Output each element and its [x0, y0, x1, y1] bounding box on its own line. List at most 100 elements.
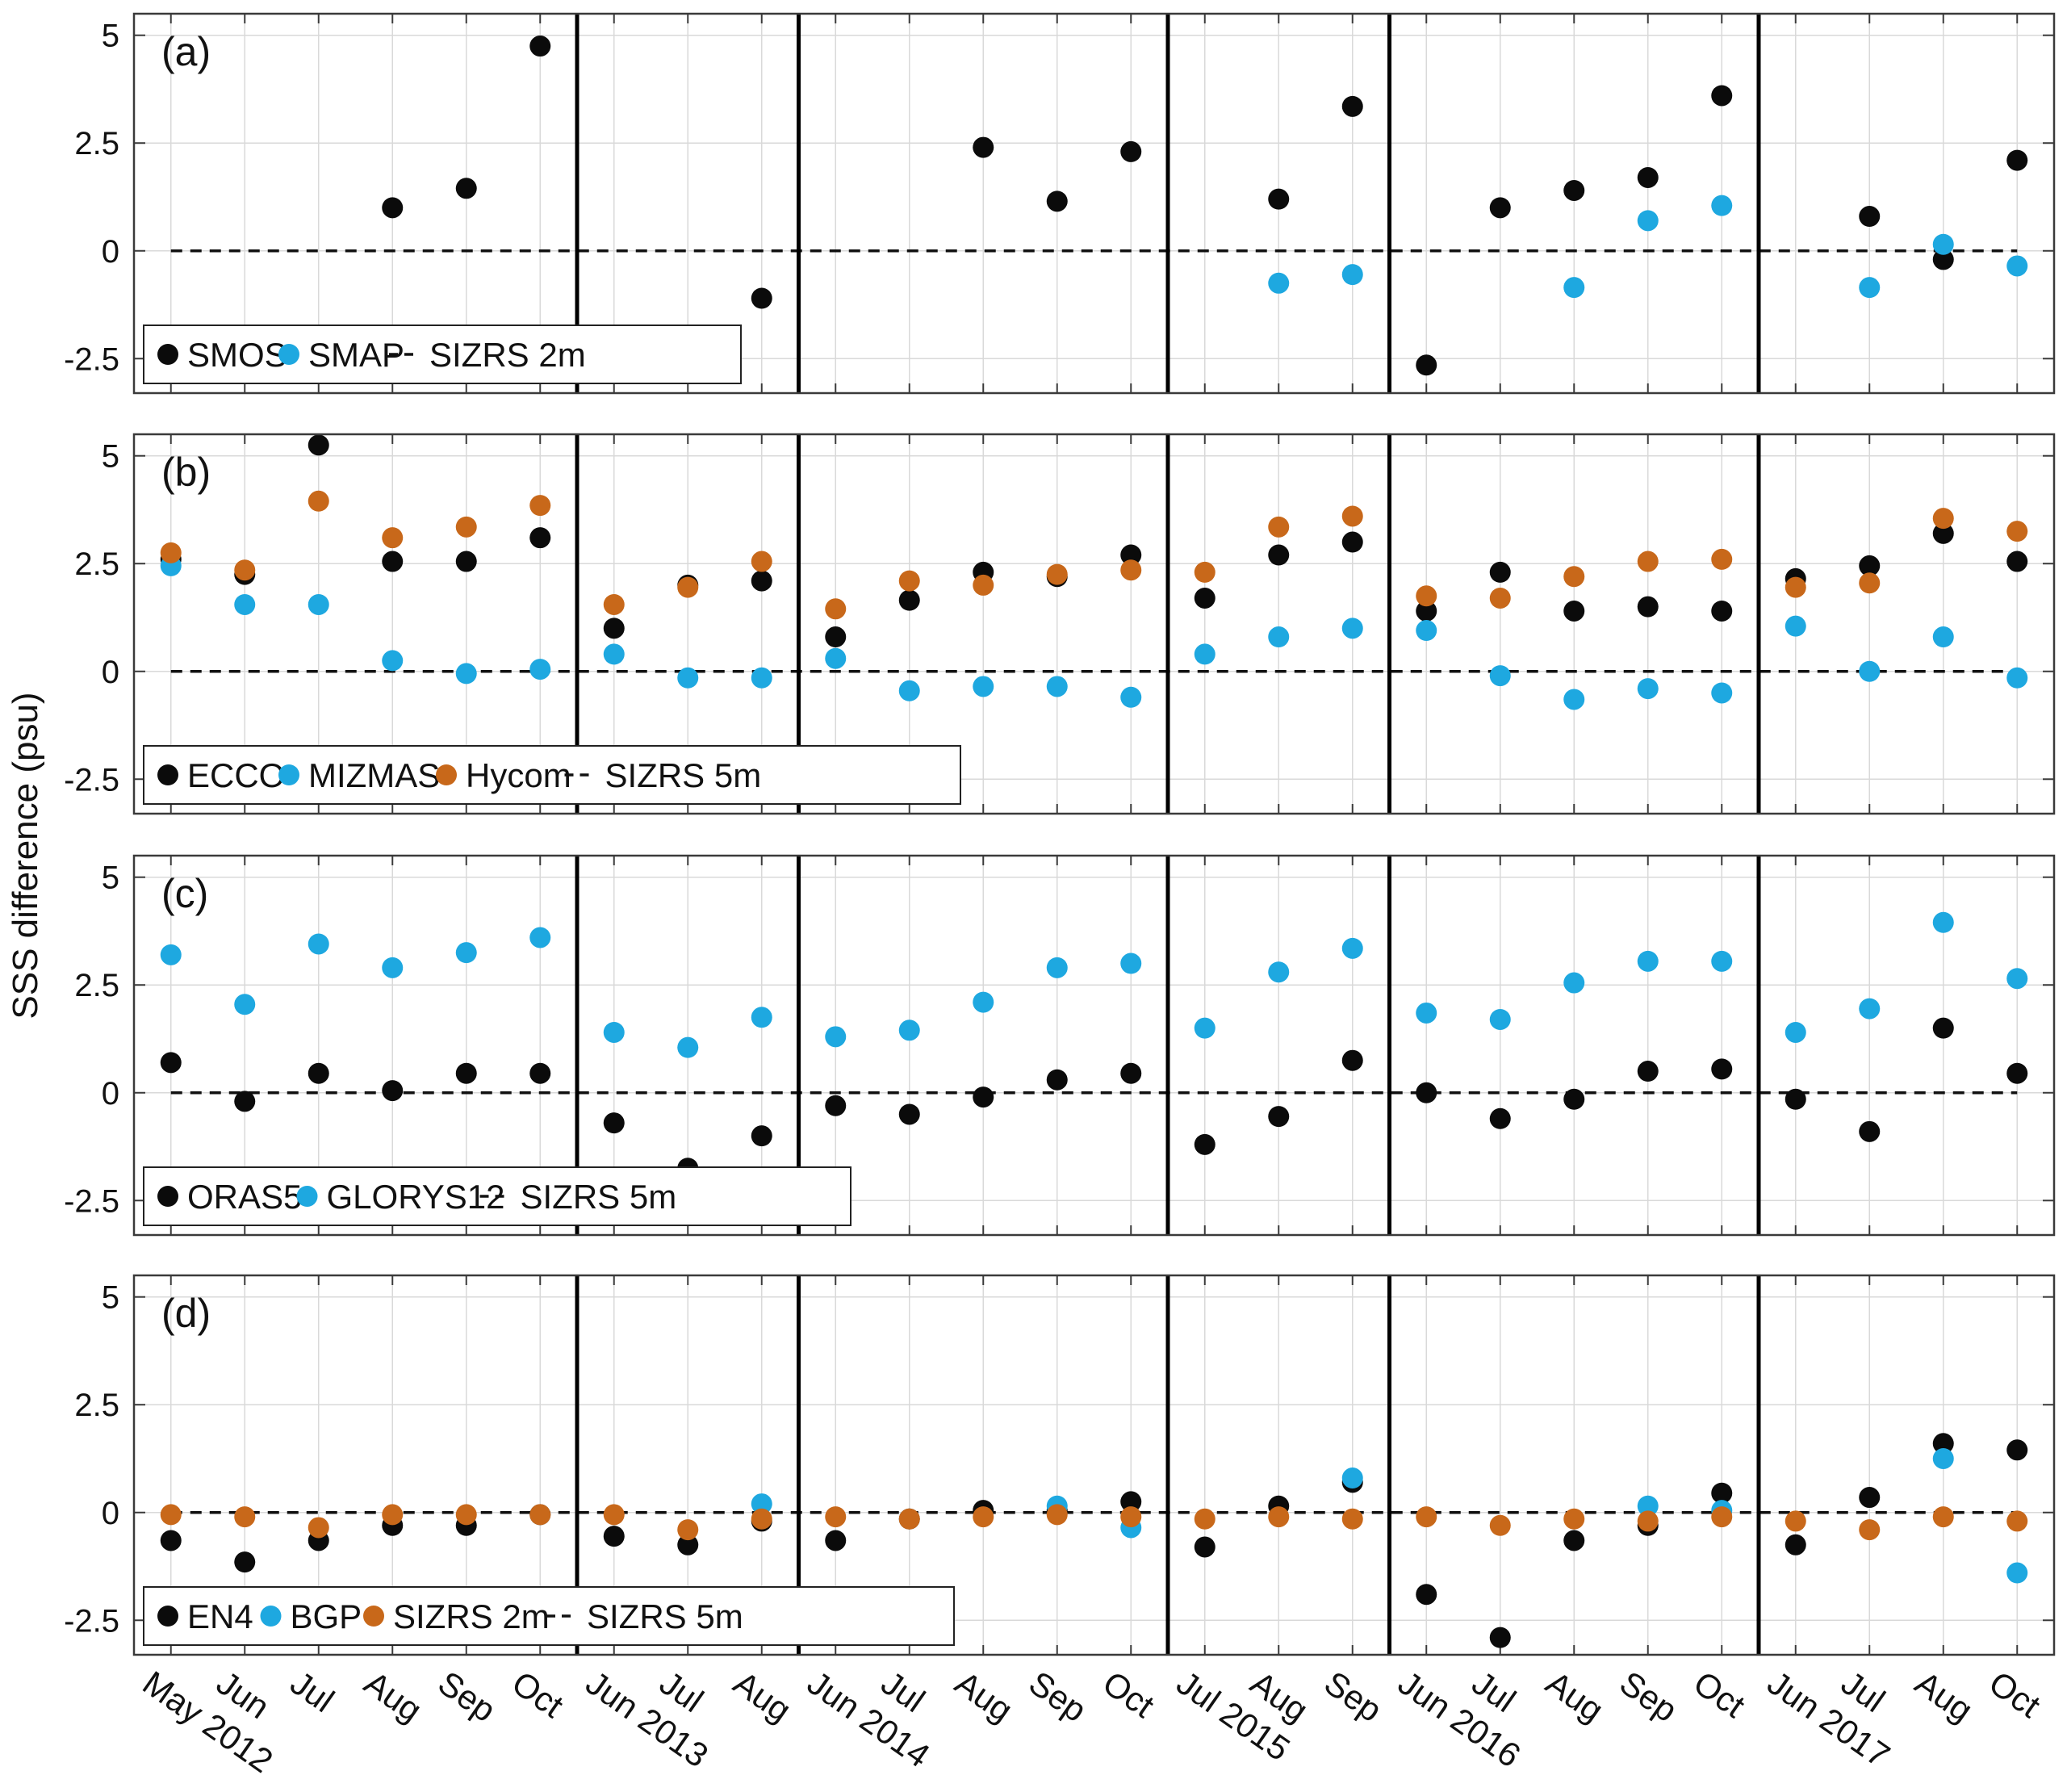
- x-tick-label: Oct: [505, 1664, 571, 1725]
- data-point: [1489, 1107, 1511, 1129]
- data-point: [898, 1508, 920, 1530]
- data-point: [1711, 85, 1733, 107]
- legend: SMOS SMAP SIZRS 2m: [143, 324, 742, 384]
- data-point: [234, 1091, 256, 1112]
- x-tick-label: Oct: [1687, 1664, 1752, 1725]
- data-point: [455, 178, 477, 199]
- data-point: [1711, 950, 1733, 972]
- y-tick-label: 2.5: [74, 1388, 119, 1423]
- data-point: [455, 1504, 477, 1526]
- data-point: [1416, 354, 1437, 376]
- data-point: [1268, 1506, 1290, 1528]
- data-point: [160, 1052, 182, 1074]
- data-point: [2006, 1062, 2028, 1084]
- data-point: [1785, 1088, 1806, 1110]
- legend-box: [143, 324, 742, 384]
- legend-marker: [157, 1186, 178, 1207]
- data-point: [1711, 1482, 1733, 1504]
- data-point: [2006, 1439, 2028, 1461]
- data-point: [1416, 620, 1437, 642]
- legend-label: GLORYS12: [327, 1178, 505, 1216]
- data-point: [973, 991, 994, 1013]
- data-point: [1416, 600, 1437, 622]
- data-point: [1416, 1082, 1437, 1103]
- data-point: [1268, 544, 1290, 566]
- data-point: [1859, 1519, 1881, 1541]
- y-tick-label: -2.5: [64, 1183, 119, 1219]
- data-point: [382, 551, 404, 572]
- panel-c: 5 2.5 0 -2.5 (c) ORAS5 GLORYS12 SIZRS 5m: [64, 854, 2056, 1237]
- data-point: [825, 1026, 847, 1048]
- data-point: [308, 1517, 329, 1539]
- data-point: [751, 570, 772, 592]
- data-point: [1711, 195, 1733, 216]
- data-point: [677, 1534, 699, 1555]
- data-point: [382, 527, 404, 549]
- y-tick-label: -2.5: [64, 1603, 119, 1639]
- legend-label: ECCO: [187, 756, 285, 794]
- data-point: [677, 1036, 699, 1058]
- panel-b: 5 2.5 0 -2.5 (b) ECCO MIZMAS Hycom SIZRS 5m: [64, 433, 2056, 815]
- legend-marker: [157, 1606, 178, 1627]
- data-point: [1489, 665, 1511, 687]
- legend-marker: [363, 1606, 384, 1627]
- data-point: [825, 647, 847, 669]
- data-point: [1489, 587, 1511, 609]
- data-point: [1489, 1627, 1511, 1648]
- y-tick-label: 5: [102, 1280, 119, 1316]
- legend-label: EN4: [187, 1597, 253, 1635]
- x-tick-label: May 2012: [136, 1664, 280, 1780]
- axes-frame: [132, 854, 2056, 1237]
- legend-label: MIZMAS: [308, 756, 440, 794]
- data-point: [1194, 561, 1216, 583]
- data-point: [603, 1526, 625, 1547]
- data-point: [751, 1007, 772, 1028]
- data-point: [308, 593, 329, 615]
- legend-label: SIZRS 5m: [587, 1597, 743, 1635]
- data-point: [603, 1504, 625, 1526]
- x-tick-label: Aug: [358, 1664, 429, 1729]
- y-tick-label: 0: [102, 655, 119, 690]
- legend-label: SIZRS 5m: [605, 756, 762, 794]
- data-point: [973, 676, 994, 697]
- legend-label: BGP: [291, 1597, 362, 1635]
- panel-d: 5 2.5 0 -2.5 (d) EN4 BGP SIZRS 2m SIZRS 5m: [64, 1274, 2056, 1656]
- data-point: [1859, 572, 1881, 594]
- data-point: [1785, 576, 1806, 598]
- data-point: [234, 994, 256, 1015]
- data-point: [234, 1551, 256, 1573]
- data-point: [2006, 255, 2028, 277]
- series-mizmas: [160, 555, 2028, 710]
- x-tick-label: Aug: [948, 1664, 1019, 1729]
- series-hycom: [160, 490, 2028, 620]
- data-point: [603, 1021, 625, 1043]
- data-point: [1268, 272, 1290, 294]
- legend-marker: [157, 764, 178, 785]
- data-point: [898, 680, 920, 701]
- data-point: [677, 667, 699, 689]
- y-tick-label: 0: [102, 234, 119, 270]
- data-point: [1341, 95, 1363, 117]
- x-tick-label: Oct: [1096, 1664, 1161, 1725]
- data-point: [1859, 660, 1881, 682]
- series-glorys12: [160, 911, 2028, 1058]
- data-point: [455, 663, 477, 685]
- x-tick-label: Sep: [1318, 1664, 1389, 1729]
- data-point: [1194, 643, 1216, 665]
- data-point: [308, 490, 329, 512]
- x-tick-label: Aug: [727, 1664, 798, 1729]
- data-point: [1563, 600, 1585, 622]
- data-point: [1563, 277, 1585, 299]
- data-point: [1932, 249, 1954, 270]
- data-point: [2006, 1562, 2028, 1584]
- data-point: [1637, 596, 1659, 618]
- legend-marker: [296, 1186, 318, 1207]
- legend: EN4 BGP SIZRS 2m SIZRS 5m: [143, 1586, 955, 1646]
- data-point: [1932, 508, 1954, 530]
- data-point: [1120, 953, 1142, 974]
- data-point: [1120, 686, 1142, 708]
- data-point: [1268, 626, 1290, 648]
- legend-marker: [157, 344, 178, 365]
